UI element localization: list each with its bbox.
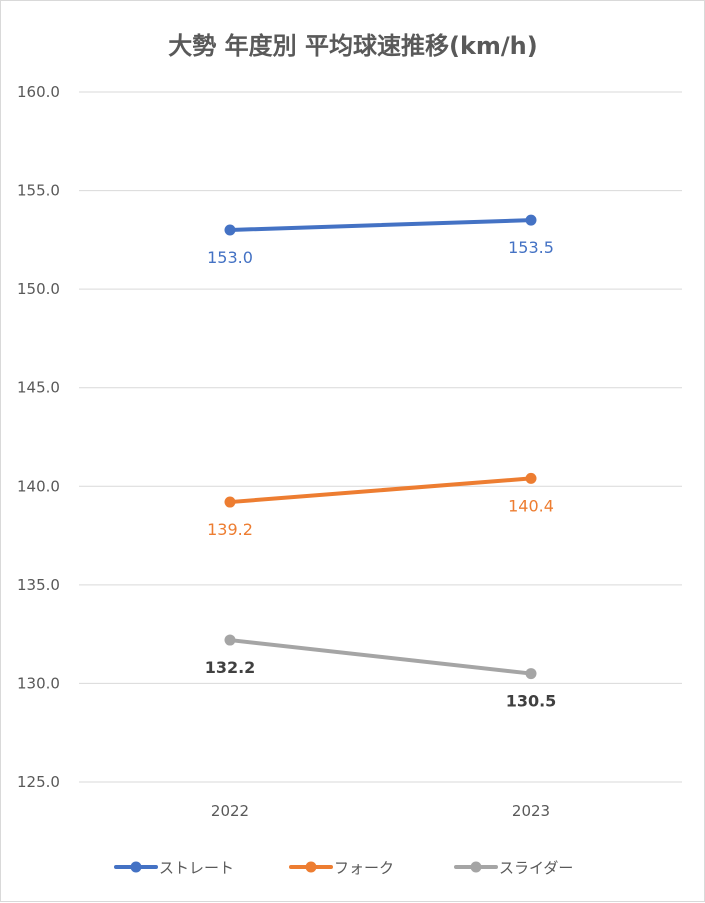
series-line-2 bbox=[228, 638, 533, 676]
legend-item: フォーク bbox=[289, 859, 394, 877]
data-label: 153.5 bbox=[508, 238, 554, 257]
y-tick-label: 145.0 bbox=[17, 379, 60, 397]
data-labels: 153.0 153.5 139.2 140.4 132.2 130.5 bbox=[205, 238, 557, 710]
data-label: 153.0 bbox=[207, 248, 253, 267]
data-label: 140.4 bbox=[508, 496, 554, 515]
gridlines bbox=[79, 91, 682, 783]
y-tick-label: 155.0 bbox=[17, 182, 60, 200]
data-label: 132.2 bbox=[205, 658, 256, 677]
y-tick-label: 160.0 bbox=[17, 83, 60, 101]
data-label: 130.5 bbox=[506, 692, 557, 711]
y-axis: 125.0 130.0 135.0 140.0 145.0 150.0 155.0 160.0 bbox=[17, 83, 60, 791]
series-line-0 bbox=[228, 218, 533, 232]
data-point bbox=[525, 668, 537, 680]
legend-item: ストレート bbox=[114, 859, 234, 877]
chart-title: 大勢 年度別 平均球速推移(km/h) bbox=[168, 32, 537, 60]
series-group bbox=[224, 214, 537, 680]
legend-label: ストレート bbox=[159, 859, 234, 877]
y-tick-label: 150.0 bbox=[17, 280, 60, 298]
legend-label: スライダー bbox=[499, 859, 573, 877]
x-tick-label: 2023 bbox=[512, 802, 550, 820]
x-axis: 2022 2023 bbox=[211, 802, 550, 820]
legend-label: フォーク bbox=[334, 859, 394, 877]
legend: ストレート フォーク スライダー bbox=[114, 859, 573, 877]
data-point bbox=[224, 634, 236, 646]
y-tick-label: 140.0 bbox=[17, 477, 60, 495]
series-line-1 bbox=[228, 476, 533, 505]
data-point bbox=[525, 214, 537, 226]
y-tick-label: 125.0 bbox=[17, 773, 60, 791]
legend-marker bbox=[470, 861, 482, 873]
data-point bbox=[224, 496, 236, 508]
y-tick-label: 130.0 bbox=[17, 674, 60, 692]
y-tick-label: 135.0 bbox=[17, 576, 60, 594]
legend-marker bbox=[305, 861, 317, 873]
x-tick-label: 2022 bbox=[211, 802, 249, 820]
data-point bbox=[525, 472, 537, 484]
legend-item: スライダー bbox=[454, 859, 573, 877]
legend-marker bbox=[130, 861, 142, 873]
data-label: 139.2 bbox=[207, 520, 253, 539]
data-point bbox=[224, 224, 236, 236]
